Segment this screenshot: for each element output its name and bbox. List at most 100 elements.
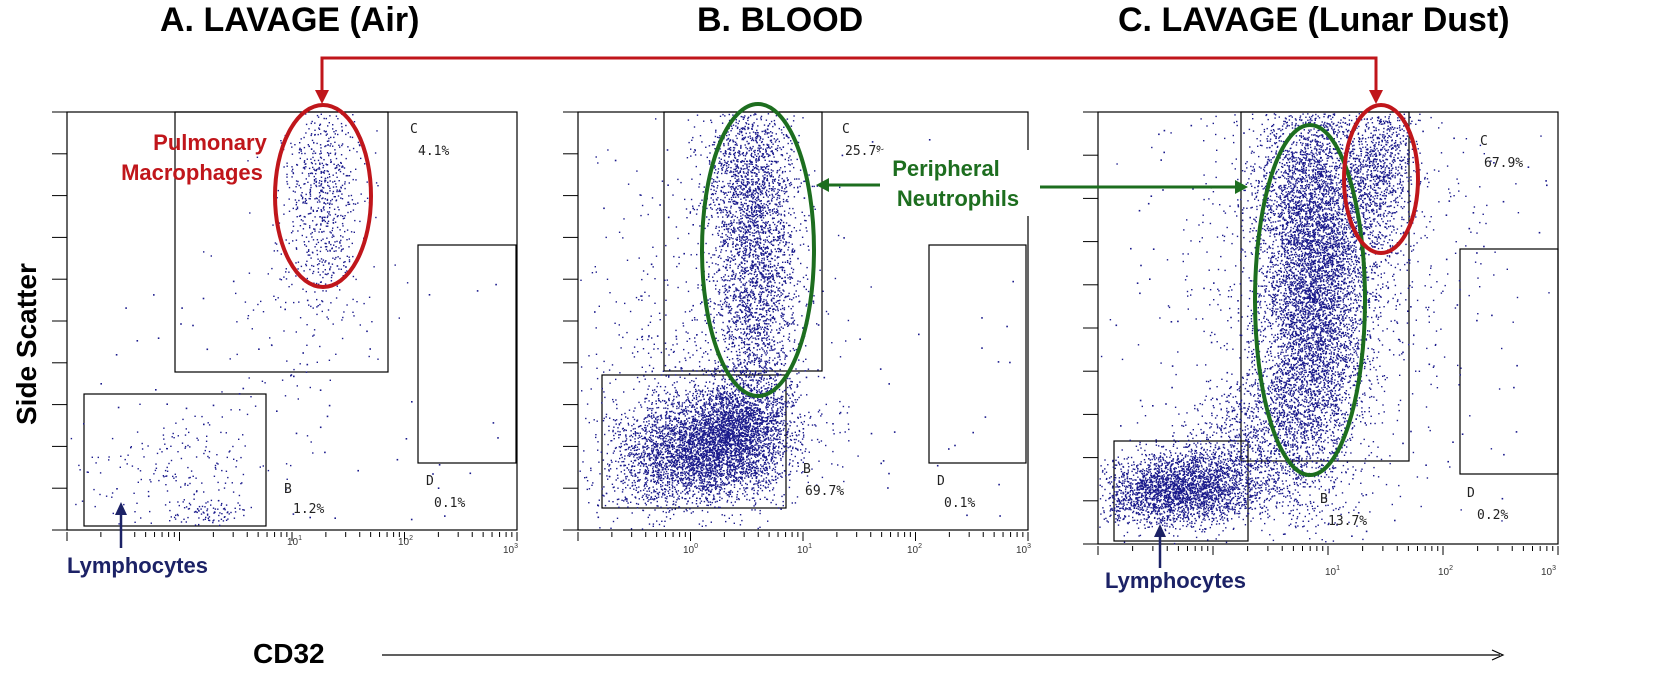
event-dot (794, 178, 796, 180)
event-dot (781, 283, 784, 286)
event-dot (352, 311, 354, 313)
event-dot (340, 187, 342, 189)
event-dot (283, 213, 285, 215)
event-dot (767, 125, 769, 127)
event-dot (721, 279, 724, 281)
event-dot (182, 501, 184, 503)
event-dot (781, 293, 784, 295)
event-dot (673, 432, 676, 435)
event-dot (758, 261, 761, 263)
event-dot (687, 455, 690, 458)
event-dot (327, 215, 329, 217)
event-dot (595, 436, 597, 439)
event-dot (754, 474, 756, 477)
event-dot (262, 465, 264, 467)
event-dot (744, 338, 746, 340)
event-dot (787, 338, 789, 340)
event-dot (280, 306, 282, 308)
event-dot (320, 171, 323, 173)
event-dot (711, 461, 713, 463)
event-dot (746, 351, 748, 353)
event-dot (741, 310, 743, 312)
event-dot (727, 144, 730, 146)
event-dot (761, 390, 763, 392)
event-dot (749, 311, 751, 313)
event-dot (776, 257, 778, 259)
event-dot (746, 209, 749, 211)
event-dot (744, 283, 746, 285)
event-dot (773, 295, 776, 297)
event-dot (335, 353, 337, 355)
event-dot (764, 248, 766, 250)
event-dot (766, 143, 768, 146)
event-dot (761, 190, 763, 192)
event-dot (756, 319, 758, 321)
event-dot (738, 315, 740, 317)
event-dot (283, 276, 285, 278)
event-dot (273, 295, 275, 297)
event-dot (136, 502, 138, 504)
event-dot (755, 133, 757, 135)
event-dot (759, 209, 762, 211)
event-dot (761, 260, 763, 262)
event-dot (765, 273, 767, 275)
event-dot (782, 261, 784, 263)
event-dot (688, 422, 691, 424)
event-dot (749, 189, 752, 191)
event-dot (783, 228, 785, 230)
event-dot (749, 252, 751, 255)
event-dot (280, 140, 282, 142)
event-dot (188, 502, 191, 505)
event-dot (777, 356, 779, 358)
event-dot (754, 357, 756, 360)
event-dot (771, 240, 773, 242)
event-dot (755, 158, 757, 160)
event-dot (782, 327, 784, 329)
event-dot (768, 338, 771, 341)
event-dot (768, 182, 770, 184)
event-dot (787, 195, 790, 198)
event-dot (782, 254, 784, 256)
event-dot (751, 312, 753, 314)
event-dot (776, 421, 778, 423)
event-dot (760, 377, 762, 379)
event-dot (743, 236, 745, 238)
event-dot (730, 125, 733, 127)
event-dot (754, 137, 757, 139)
event-dot (732, 368, 734, 370)
event-dot (723, 228, 726, 231)
event-dot (681, 370, 683, 372)
event-dot (763, 227, 765, 229)
event-dot (760, 299, 762, 301)
event-dot (184, 445, 187, 448)
event-dot (723, 240, 725, 243)
event-dot (760, 210, 762, 212)
event-dot (721, 222, 723, 224)
event-dot (732, 429, 734, 431)
event-dot (192, 324, 194, 327)
event-dot (749, 272, 751, 275)
event-dot (733, 294, 735, 296)
event-dot (766, 331, 768, 333)
event-dot (754, 337, 756, 339)
event-dot (319, 144, 322, 146)
event-dot (785, 420, 787, 423)
event-dot (739, 209, 741, 212)
event-dot (668, 492, 670, 494)
event-dot (321, 190, 323, 193)
event-dot (753, 232, 755, 234)
event-dot (221, 513, 223, 515)
event-dot (731, 469, 733, 471)
event-dot (217, 508, 219, 510)
event-dot (774, 419, 777, 421)
event-dot (754, 225, 756, 227)
event-dot (369, 348, 371, 350)
event-dot (786, 322, 788, 324)
event-dot (322, 197, 324, 199)
event-dot (332, 128, 334, 130)
event-dot (757, 178, 759, 180)
event-dot (743, 202, 746, 205)
event-dot (337, 206, 339, 208)
event-dot (735, 170, 737, 173)
event-dot (748, 428, 750, 430)
